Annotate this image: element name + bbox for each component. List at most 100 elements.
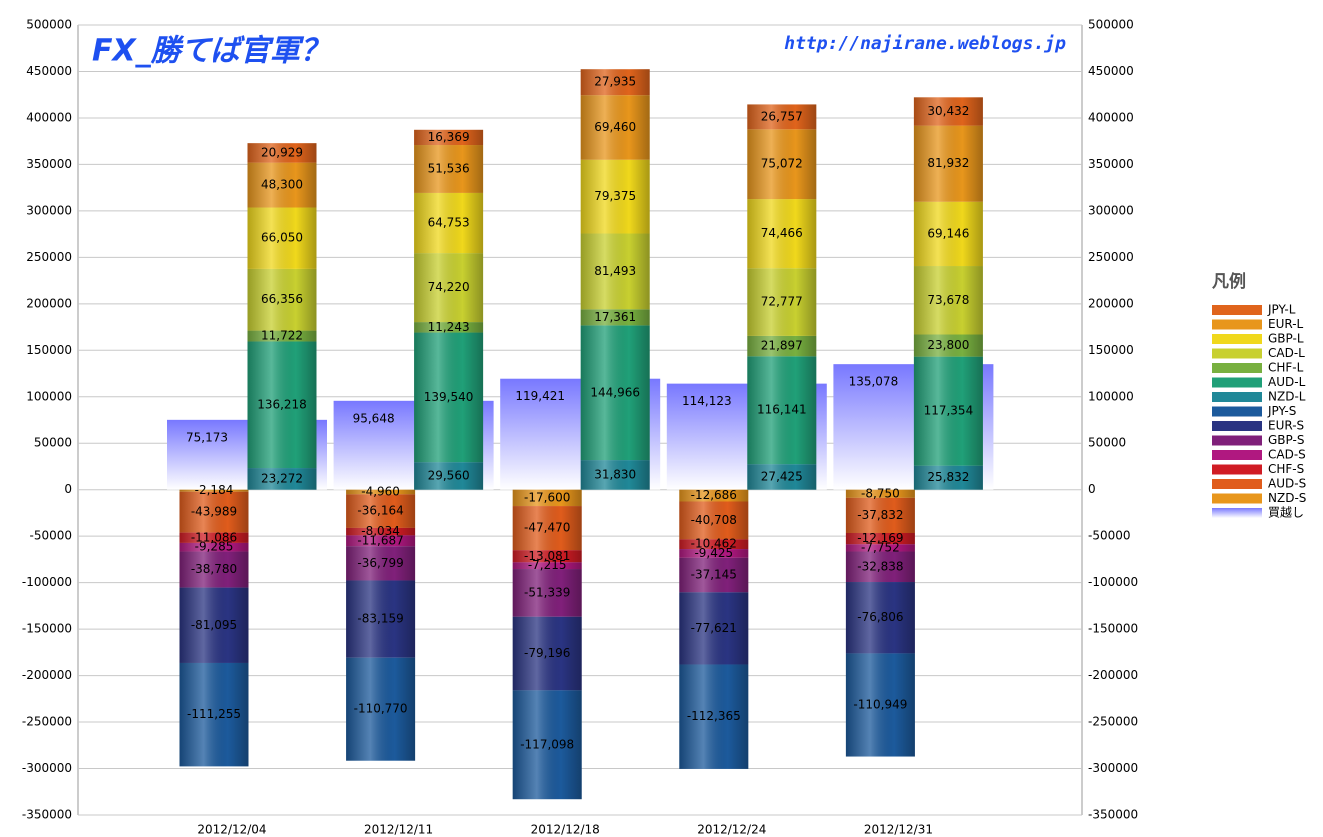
legend-swatch bbox=[1212, 319, 1262, 330]
bar-shine bbox=[179, 532, 249, 543]
legend-label: CAD-L bbox=[1268, 346, 1305, 360]
bar-shine bbox=[346, 657, 416, 761]
value-label: 119,421 bbox=[515, 389, 565, 403]
x-tick-label: 2012/12/18 bbox=[531, 823, 600, 837]
legend-swatch bbox=[1212, 377, 1262, 388]
value-label: 11,722 bbox=[261, 329, 303, 343]
y-tick-label: 0 bbox=[64, 482, 72, 496]
value-label: 20,929 bbox=[261, 145, 303, 159]
legend-swatch bbox=[1212, 479, 1262, 489]
value-label: -37,145 bbox=[691, 568, 737, 582]
bar-shine bbox=[414, 332, 484, 463]
y2-tick-label: -50000 bbox=[1088, 529, 1131, 543]
bar-shine bbox=[346, 494, 416, 528]
value-label: 66,356 bbox=[261, 292, 303, 306]
value-label: -81,095 bbox=[191, 618, 237, 632]
value-label: 81,932 bbox=[927, 156, 969, 170]
value-label: 74,466 bbox=[761, 226, 803, 240]
bar-shine bbox=[580, 95, 650, 160]
value-label: 25,832 bbox=[927, 470, 969, 484]
value-label: -112,365 bbox=[687, 709, 741, 723]
value-label: -11,086 bbox=[191, 530, 237, 544]
bar-shine bbox=[512, 690, 582, 800]
y-tick-label: 400000 bbox=[26, 110, 72, 124]
value-label: -17,600 bbox=[524, 490, 570, 504]
bar-shine bbox=[679, 549, 749, 558]
legend-label: CHF-S bbox=[1268, 462, 1304, 476]
bar-shine bbox=[179, 551, 249, 588]
value-label: -37,832 bbox=[857, 508, 903, 522]
legend-label: AUD-S bbox=[1268, 477, 1306, 491]
value-label: -8,750 bbox=[861, 486, 900, 500]
bar-shine bbox=[580, 460, 650, 490]
bar-shine bbox=[845, 497, 915, 533]
value-label: -7,215 bbox=[528, 558, 567, 572]
legend-swatch bbox=[1212, 348, 1262, 359]
legend-label: CAD-S bbox=[1268, 448, 1306, 462]
x-tick-label: 2012/12/31 bbox=[864, 823, 933, 837]
legend-swatch bbox=[1212, 392, 1262, 402]
bar-shine bbox=[679, 592, 749, 665]
value-label: -10,462 bbox=[691, 537, 737, 551]
y2-tick-label: 350000 bbox=[1088, 157, 1134, 171]
y-tick-label: 500000 bbox=[26, 18, 72, 32]
bar-shine bbox=[512, 562, 582, 570]
y-tick-label: -300000 bbox=[22, 761, 72, 775]
value-label: 72,777 bbox=[761, 295, 803, 309]
bar-shine bbox=[747, 464, 817, 490]
bar-shine bbox=[679, 489, 749, 502]
y2-tick-label: 250000 bbox=[1088, 250, 1134, 264]
bar-shine bbox=[179, 491, 249, 533]
value-label: 95,648 bbox=[353, 411, 395, 425]
bar-shine bbox=[247, 468, 317, 490]
bar-shine bbox=[414, 253, 484, 323]
bar-shine bbox=[913, 201, 983, 267]
value-label: -47,470 bbox=[524, 521, 570, 535]
bar-shine bbox=[845, 489, 915, 498]
bar-shine bbox=[247, 341, 317, 469]
y2-tick-label: 300000 bbox=[1088, 203, 1134, 217]
value-label: -9,285 bbox=[195, 540, 234, 554]
legend-swatch bbox=[1212, 406, 1262, 417]
bar-shine bbox=[247, 330, 317, 342]
y-tick-label: -200000 bbox=[22, 668, 72, 682]
legend-title: 凡例 bbox=[1212, 271, 1246, 292]
y-tick-label: 250000 bbox=[26, 250, 72, 264]
bar-shine bbox=[913, 334, 983, 357]
value-label: 79,375 bbox=[594, 189, 636, 203]
value-label: -38,780 bbox=[191, 562, 237, 576]
bar-shine bbox=[747, 268, 817, 336]
bar-shine bbox=[512, 489, 582, 507]
value-label: -8,034 bbox=[361, 524, 400, 538]
value-label: -12,169 bbox=[857, 531, 903, 545]
y-tick-label: -50000 bbox=[29, 529, 72, 543]
value-label: 48,300 bbox=[261, 178, 303, 192]
value-label: 117,354 bbox=[924, 404, 974, 418]
value-label: 11,243 bbox=[428, 320, 470, 334]
value-label: -43,989 bbox=[191, 505, 237, 519]
value-label: -76,806 bbox=[857, 610, 903, 624]
y-tick-label: 100000 bbox=[26, 389, 72, 403]
legend-label: GBP-S bbox=[1268, 433, 1304, 447]
y2-tick-label: -200000 bbox=[1088, 668, 1138, 682]
y-tick-label: -250000 bbox=[22, 715, 72, 729]
bar-shine bbox=[247, 162, 317, 208]
value-label: 30,432 bbox=[927, 104, 969, 118]
bar-shine bbox=[346, 527, 416, 536]
value-label: -32,838 bbox=[857, 559, 903, 573]
value-label: 17,361 bbox=[594, 310, 636, 324]
value-label: 116,141 bbox=[757, 403, 807, 417]
legend-label: JPY-S bbox=[1267, 404, 1296, 418]
bar-shine bbox=[747, 356, 817, 465]
chart-subtitle: http://najirane.weblogs.jp bbox=[784, 33, 1066, 54]
value-label: 21,897 bbox=[761, 339, 803, 353]
bar-shine bbox=[247, 143, 317, 163]
bar-shine bbox=[845, 551, 915, 583]
value-label: -40,708 bbox=[691, 513, 737, 527]
y2-tick-label: -300000 bbox=[1088, 761, 1138, 775]
value-label: -36,164 bbox=[357, 504, 403, 518]
value-label: 64,753 bbox=[428, 216, 470, 230]
legend-label: 買越し bbox=[1268, 506, 1304, 520]
value-label: 69,460 bbox=[594, 120, 636, 134]
